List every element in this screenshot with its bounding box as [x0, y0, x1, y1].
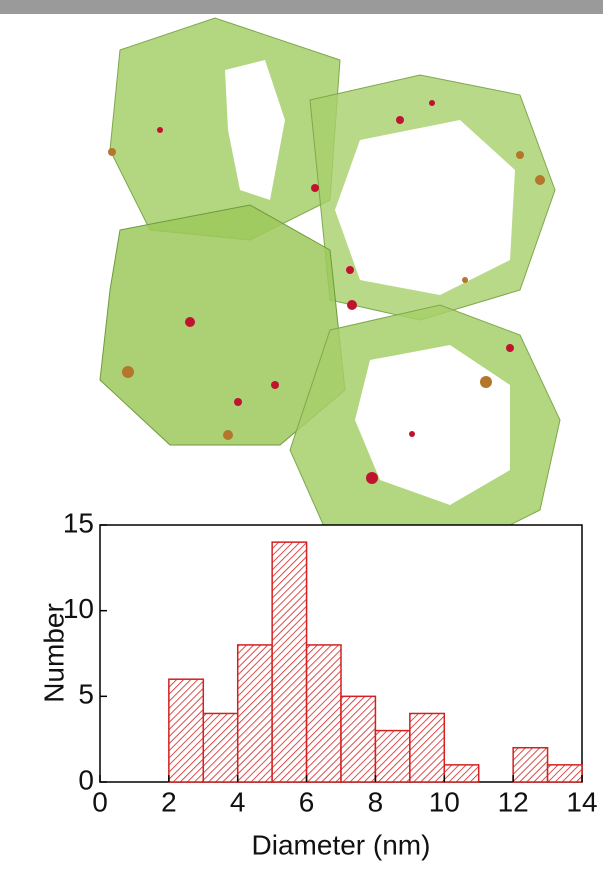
bar: [548, 765, 582, 782]
bar: [203, 713, 237, 782]
bar: [238, 645, 272, 782]
x-tick-label: 0: [92, 786, 108, 817]
rendering: [0, 0, 603, 560]
x-tick-label: 12: [498, 786, 529, 817]
y-tick-label: 15: [63, 507, 94, 538]
bar: [169, 679, 203, 782]
x-tick-label: 8: [368, 786, 384, 817]
bar: [272, 542, 306, 782]
bar: [375, 731, 409, 782]
x-axis-label: Diameter (nm): [252, 829, 431, 860]
x-tick-label: 10: [429, 786, 460, 817]
x-tick-label: 14: [566, 786, 597, 817]
y-tick-label: 5: [78, 679, 94, 710]
figure: Number Diameter (nm) 05101502468101214: [0, 0, 603, 867]
bar: [410, 713, 444, 782]
x-tick-label: 4: [230, 786, 246, 817]
x-tick-label: 2: [161, 786, 177, 817]
bar: [341, 696, 375, 782]
bar: [444, 765, 478, 782]
y-tick-label: 10: [63, 593, 94, 624]
x-tick-label: 6: [299, 786, 315, 817]
bar: [513, 748, 547, 782]
bar: [307, 645, 341, 782]
